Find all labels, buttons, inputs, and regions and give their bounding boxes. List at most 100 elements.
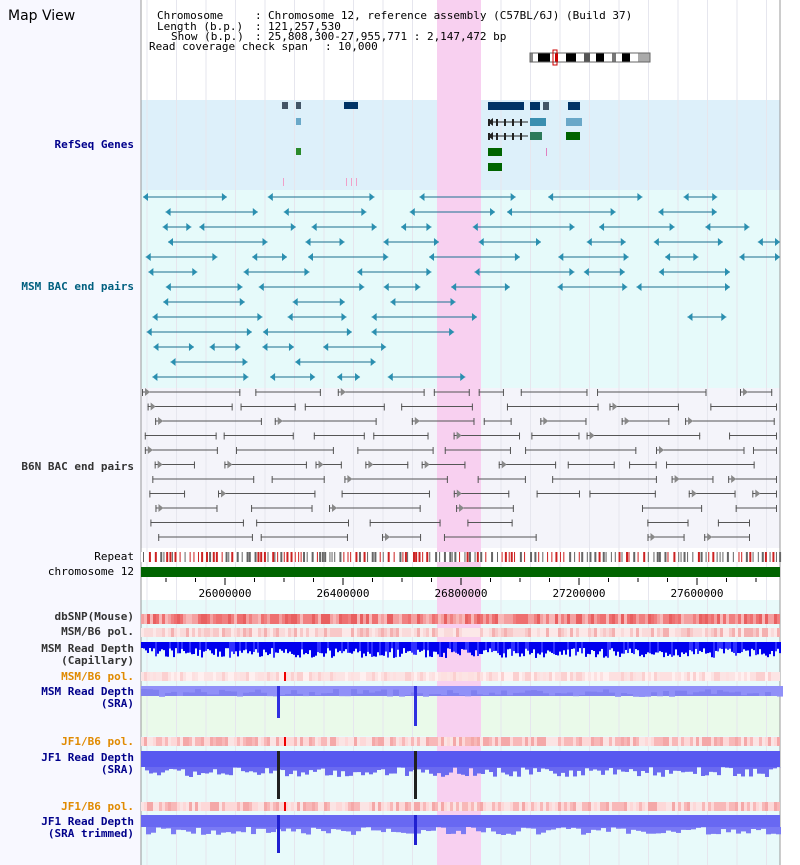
msm-capillary-depth — [267, 642, 269, 656]
msm-bac-end — [355, 373, 361, 381]
msm-sra-depth-bar — [435, 686, 441, 694]
dbsnp-heat — [630, 614, 633, 624]
jf1-b6-pol-heat — [714, 737, 717, 746]
msm-capillary-depth — [199, 642, 201, 650]
msm-b6-pol-2-heat — [681, 672, 684, 681]
track-label-refseq-genes[interactable]: RefSeq Genes — [54, 138, 134, 151]
dbsnp-heat — [636, 614, 639, 624]
jf1-sra-depth-bar — [233, 767, 237, 768]
track-label-dbsnp[interactable]: dbSNP(Mouse) — [54, 610, 134, 623]
dbsnp-heat — [642, 614, 645, 624]
msm-b6-pol-2-heat — [705, 672, 708, 681]
jf1-b6-pol-2-heat — [477, 802, 480, 811]
msm-b6-pol-heat — [414, 628, 417, 637]
track-label-jf1-depth-trimmed[interactable]: JF1 Read Depth (SRA trimmed) — [41, 815, 134, 840]
msm-capillary-depth — [277, 642, 279, 653]
dbsnp-heat — [432, 614, 435, 624]
jf1-b6-pol-heat — [774, 737, 777, 746]
jf1-b6-pol-2-heat — [345, 802, 348, 811]
track-label-msm-depth-capillary[interactable]: MSM Read Depth (Capillary) — [41, 642, 134, 667]
msm-capillary-depth — [689, 642, 691, 651]
track-label-b6n-bac[interactable]: B6N BAC end pairs — [21, 460, 134, 473]
track-label-jf1-depth-sra[interactable]: JF1 Read Depth (SRA) — [41, 751, 134, 776]
msm-sra-depth-bar — [711, 686, 717, 694]
jf1-b6-pol-heat — [426, 737, 429, 746]
jf1-trimmed-depth-bar — [761, 827, 766, 829]
msm-sra-depth-bar — [681, 686, 687, 691]
jf1-trimmed-depth-bar — [631, 827, 636, 830]
jf1-sra-depth-bar — [517, 767, 521, 777]
track-label-msm-b6-pol[interactable]: MSM/B6 pol. — [61, 625, 134, 638]
b6n-bac-end — [512, 505, 514, 512]
jf1-b6-pol-heat — [414, 737, 417, 746]
track-label-msm-bac[interactable]: MSM BAC end pairs — [21, 280, 134, 293]
jf1-sra-depth-bar — [545, 767, 549, 770]
jf1-b6-pol-heat — [369, 737, 372, 746]
track-label-msm-depth-sra[interactable]: MSM Read Depth (SRA) — [41, 685, 134, 710]
msm-bac-end — [199, 223, 205, 231]
msm-b6-pol-heat — [147, 628, 150, 637]
msm-sra-depth-bar — [231, 686, 237, 692]
jf1-b6-pol-2-heat — [489, 802, 492, 811]
repeat-feature — [614, 552, 616, 562]
track-label-repeat[interactable]: Repeat — [94, 550, 134, 563]
msm-bac-end — [188, 343, 194, 351]
jf1-trimmed-depth-bar — [226, 827, 231, 833]
jf1-b6-pol-heat — [294, 737, 297, 746]
jf1-trimmed-depth-bar — [651, 827, 656, 834]
dbsnp-heat — [303, 614, 306, 624]
b6n-bac-end — [524, 476, 526, 483]
msm-bac-end — [257, 313, 263, 321]
jf1-b6-pol-2-heat — [369, 802, 372, 811]
dbsnp-heat — [402, 614, 405, 624]
jf1-b6-pol-heat — [393, 737, 396, 746]
jf1-sra-depth-bar — [405, 767, 409, 776]
jf1-b6-pol-2-heat — [738, 802, 741, 811]
jf1-b6-pol-heat — [462, 737, 465, 746]
repeat-feature — [480, 552, 483, 562]
jf1-b6-pol-2-heat — [414, 802, 417, 811]
msm-b6-pol-heat — [324, 628, 327, 637]
jf1-b6-pol-2-heat — [690, 802, 693, 811]
jf1-trimmed-depth-bar — [581, 827, 586, 835]
jf1-trimmed-depth-bar — [371, 827, 376, 831]
msm-bac-end — [146, 328, 152, 336]
jf1-trimmed-depth-bar — [451, 827, 456, 834]
repeat-feature — [496, 552, 498, 562]
repeat-feature — [350, 552, 352, 562]
jf1-trimmed-depth-bar — [221, 827, 226, 833]
jf1-b6-pol-2-heat — [381, 802, 384, 811]
jf1-b6-pol-2-heat — [603, 802, 606, 811]
msm-sra-depth-bar — [267, 686, 273, 697]
msm-capillary-depth — [349, 642, 351, 653]
msm-b6-pol-heat — [426, 628, 429, 637]
msm-b6-pol-heat — [741, 628, 744, 637]
msm-capillary-depth — [285, 642, 287, 650]
msm-bac-end — [381, 343, 387, 351]
msm-sra-depth-bar — [213, 686, 219, 695]
track-label-jf1-b6-pol[interactable]: JF1/B6 pol. — [61, 735, 134, 748]
msm-capillary-depth — [465, 642, 467, 650]
jf1-sra-depth-bar — [441, 767, 445, 777]
jf1-b6-pol-heat — [261, 737, 264, 746]
msm-capillary-depth — [249, 642, 251, 652]
msm-sra-depth-bar — [357, 686, 363, 694]
repeat-feature — [316, 552, 318, 562]
jf1-b6-pol-2-heat — [540, 802, 543, 811]
repeat-feature — [468, 552, 471, 562]
track-label-msm-b6-pol-2[interactable]: MSM/B6 pol. — [61, 670, 134, 683]
ideogram-position-marker — [552, 49, 558, 66]
track-label-chromosome[interactable]: chromosome 12 — [47, 565, 134, 578]
msm-capillary-depth — [309, 642, 311, 651]
jf1-trimmed-depth-bar — [336, 827, 341, 830]
jf1-b6-pol-heat — [156, 737, 159, 746]
msm-capillary-depth — [721, 642, 723, 650]
msm-b6-pol-2-heat — [483, 672, 486, 681]
dbsnp-heat — [480, 614, 483, 624]
msm-b6-pol-2-heat — [174, 672, 177, 681]
jf1-b6-pol-2-heat — [438, 802, 441, 811]
msm-b6-pol-heat — [366, 628, 369, 637]
b6n-bac-end — [311, 505, 313, 512]
track-label-jf1-b6-pol-2[interactable]: JF1/B6 pol. — [61, 800, 134, 813]
